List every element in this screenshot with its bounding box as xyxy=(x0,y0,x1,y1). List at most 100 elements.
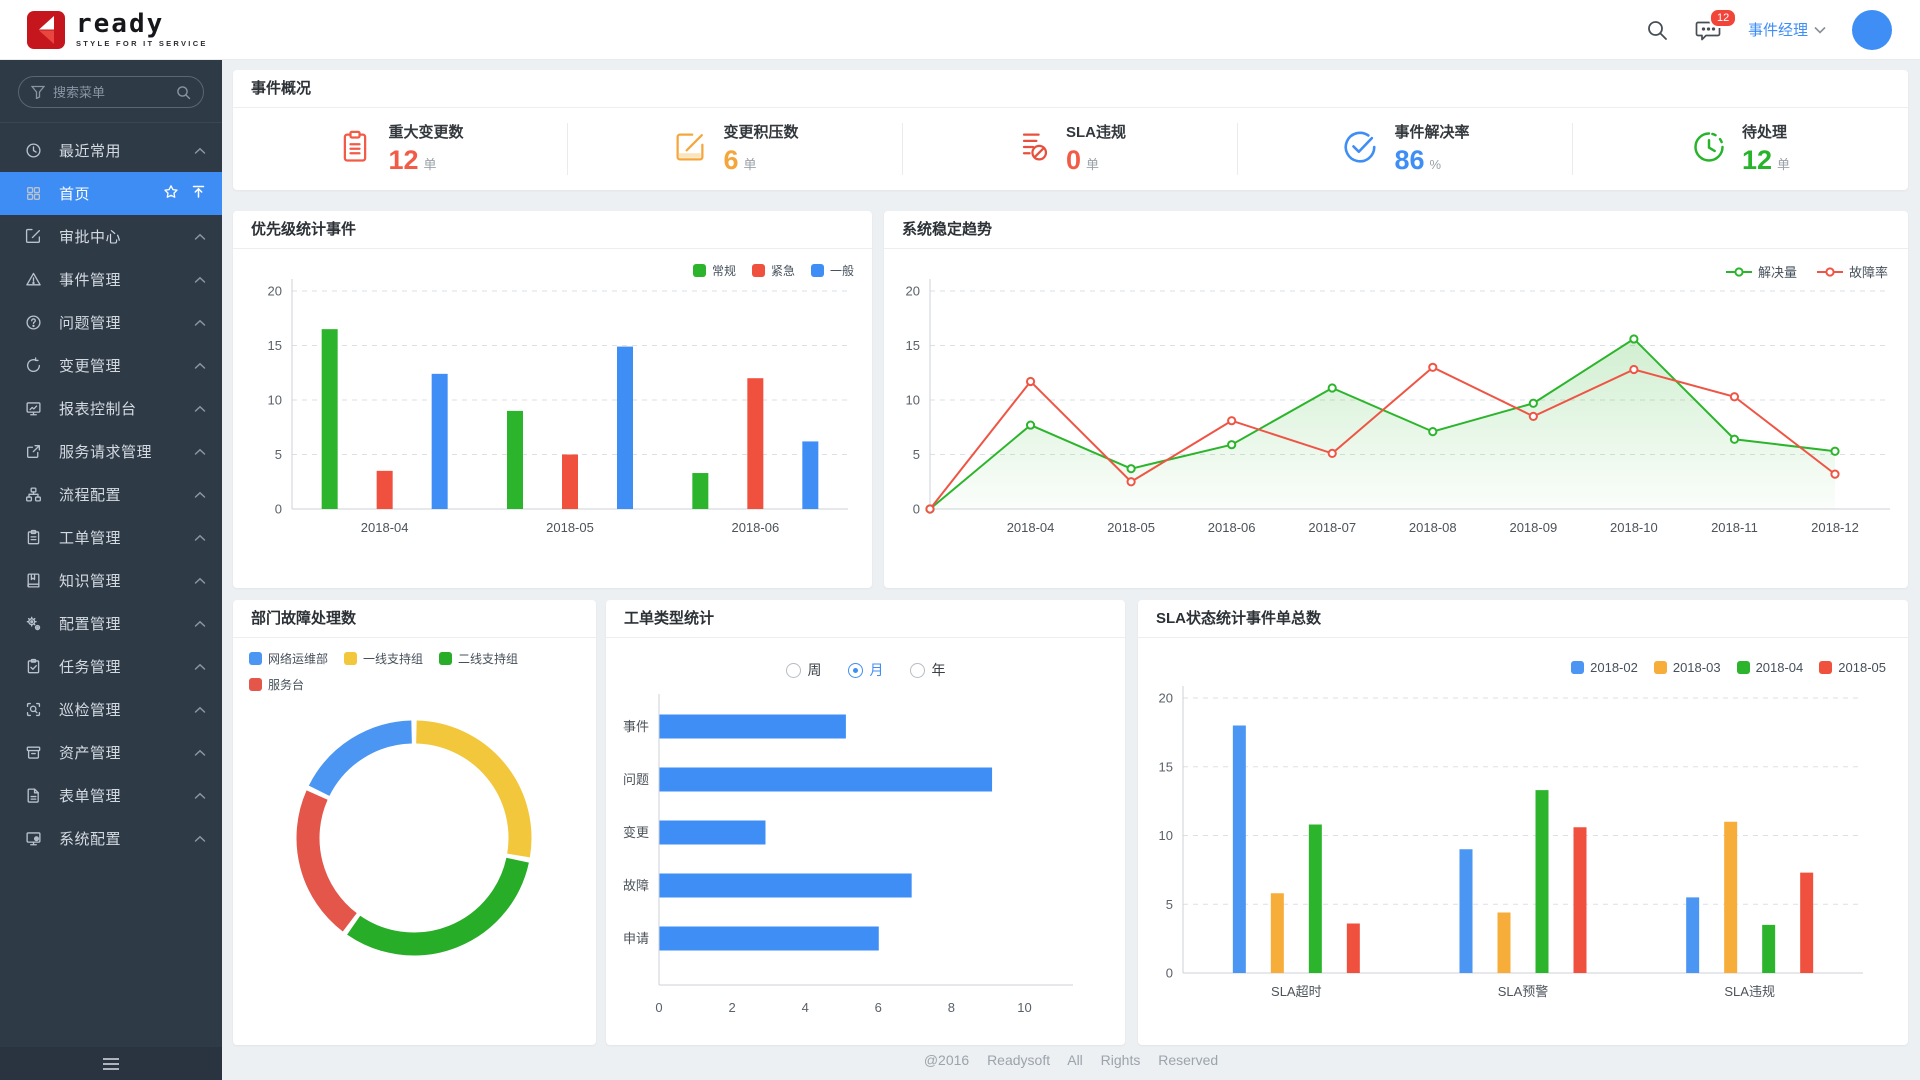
legend-item[interactable]: 一线支持组 xyxy=(344,650,423,667)
sidebar-item[interactable]: 工单管理 xyxy=(0,516,222,559)
grid-icon xyxy=(24,185,42,203)
clipboard-red-icon xyxy=(337,129,373,170)
app-logo: ready STYLE FOR IT SERVICE xyxy=(26,10,208,50)
svg-text:0: 0 xyxy=(275,502,282,517)
kpi-card: 变更积压数 6 单 xyxy=(568,108,903,190)
kpi-card: 事件解决率 86% xyxy=(1238,108,1573,190)
legend-swatch xyxy=(810,264,824,277)
sidebar-collapse-button[interactable] xyxy=(0,1047,222,1080)
legend-label: 网络运维部 xyxy=(268,652,329,666)
clipboard-icon xyxy=(24,529,42,547)
sidebar-item[interactable]: 表单管理 xyxy=(0,774,222,817)
sidebar-item[interactable]: 知识管理 xyxy=(0,559,222,602)
svg-text:8: 8 xyxy=(948,1000,955,1015)
top-header: ready STYLE FOR IT SERVICE 12 事件经理 xyxy=(0,0,1920,60)
sidebar-item[interactable]: 巡检管理 xyxy=(0,688,222,731)
stability-line-chart: 0 5 10 15 20 2018-04 2018-05 2018-06 2018-07 2018… xyxy=(906,279,1890,535)
legend-item[interactable]: 网络运维部 xyxy=(249,650,328,667)
period-radio-年[interactable]: 年 xyxy=(909,660,946,680)
svg-text:2018-04: 2018-04 xyxy=(1007,520,1055,535)
chevron-up-icon xyxy=(194,615,206,632)
search-input[interactable] xyxy=(53,84,168,100)
sidebar-item-label: 事件管理 xyxy=(59,272,122,289)
legend-item[interactable]: 2018-05 xyxy=(1819,660,1886,675)
sidebar-item[interactable]: 任务管理 xyxy=(0,645,222,688)
sidebar-item[interactable]: 最近常用 xyxy=(0,129,222,172)
sidebar-search[interactable] xyxy=(18,76,204,108)
legend-swatch xyxy=(1571,661,1585,674)
sidebar-item[interactable]: 服务请求管理 xyxy=(0,430,222,473)
legend-item[interactable]: 常规 xyxy=(692,262,736,279)
help-circle-icon xyxy=(24,314,42,332)
sync-icon xyxy=(24,357,42,375)
task-check-icon xyxy=(24,658,42,676)
kpi-unit: % xyxy=(1429,156,1442,172)
sidebar-item[interactable]: 报表控制台 xyxy=(0,387,222,430)
radio-label: 年 xyxy=(931,662,946,678)
notification-badge: 12 xyxy=(1708,7,1738,28)
legend-label: 二线支持组 xyxy=(458,652,519,666)
svg-text:5: 5 xyxy=(913,447,920,462)
search-icon[interactable] xyxy=(1645,18,1669,42)
kpi-unit: 单 xyxy=(1086,156,1100,172)
notifications-icon[interactable]: 12 xyxy=(1695,7,1738,43)
legend-item[interactable]: 2018-04 xyxy=(1736,660,1803,675)
sidebar-item[interactable]: 资产管理 xyxy=(0,731,222,774)
svg-text:15: 15 xyxy=(268,338,282,353)
kpi-label: 变更积压数 xyxy=(723,123,799,141)
period-radio-周[interactable]: 周 xyxy=(785,660,822,680)
legend-swatch xyxy=(344,652,358,665)
chevron-up-icon xyxy=(194,658,206,675)
sidebar-item[interactable]: 首页 xyxy=(0,172,222,215)
kpi-label: SLA违规 xyxy=(1065,123,1126,141)
sidebar-item[interactable]: 问题管理 xyxy=(0,301,222,344)
legend-item[interactable]: 一般 xyxy=(810,262,854,279)
avatar[interactable] xyxy=(1852,9,1892,50)
panel-title: 部门故障处理数 xyxy=(233,600,596,638)
sidebar-item[interactable]: 系统配置 xyxy=(0,817,222,860)
sidebar-item-label: 工单管理 xyxy=(59,530,122,547)
legend-item[interactable]: 解决量 xyxy=(1725,262,1797,281)
alert-triangle-icon xyxy=(24,271,42,289)
hamburger-icon xyxy=(103,1057,119,1070)
legend-label: 一般 xyxy=(829,264,854,278)
svg-text:10: 10 xyxy=(268,393,282,408)
line-marker-icon xyxy=(1816,266,1843,277)
sidebar-item[interactable]: 配置管理 xyxy=(0,602,222,645)
chevron-up-icon xyxy=(194,787,206,804)
chevron-up-icon xyxy=(194,142,206,159)
legend-item[interactable]: 2018-02 xyxy=(1571,660,1638,675)
svg-text:事件: 事件 xyxy=(623,719,649,734)
sidebar-item-label: 巡检管理 xyxy=(59,702,122,719)
sidebar-item[interactable]: 审批中心 xyxy=(0,215,222,258)
line-marker-icon xyxy=(1725,266,1752,277)
legend-item[interactable]: 紧急 xyxy=(751,262,795,279)
legend-item[interactable]: 故障率 xyxy=(1816,262,1888,281)
legend-item[interactable]: 2018-03 xyxy=(1653,660,1721,675)
svg-text:10: 10 xyxy=(1017,1000,1031,1015)
sidebar-item[interactable]: 流程配置 xyxy=(0,473,222,516)
sidebar-item-label: 任务管理 xyxy=(59,659,122,676)
chevron-up-icon xyxy=(194,357,206,374)
svg-text:问题: 问题 xyxy=(623,772,649,787)
panel-department-donut: 部门故障处理数 网络运维部 一线支持组 二线支持组服务台 xyxy=(233,600,596,1045)
svg-text:6: 6 xyxy=(875,1000,882,1015)
legend-item[interactable]: 服务台 xyxy=(249,676,304,693)
main-content: 事件概况 重大变更数 12 单变更积压数 6 单 SLA违规 0 单事件解决率 86% 待处理 12… xyxy=(222,60,1920,1080)
panel-stability-trend: 系统稳定趋势 解决量 故障率 0 5 10 15 20 2018-04 2018-05 2018… xyxy=(884,211,1908,588)
sidebar-item[interactable]: 事件管理 xyxy=(0,258,222,301)
panel-title: 系统稳定趋势 xyxy=(884,211,1908,249)
sla-bar-chart: 0 5 10 15 20 SLA超时 SLA预警 SLA违规 xyxy=(1159,686,1863,999)
svg-text:20: 20 xyxy=(1159,691,1173,706)
legend-item[interactable]: 二线支持组 xyxy=(439,650,518,667)
filter-icon xyxy=(31,85,45,99)
chart-legend: 2018-02 2018-03 2018-04 2018-05 xyxy=(1571,660,1886,675)
sidebar-item[interactable]: 变更管理 xyxy=(0,344,222,387)
favorite-star-icon[interactable] xyxy=(163,184,179,204)
kpi-unit: 单 xyxy=(1777,156,1791,172)
pin-top-icon[interactable] xyxy=(191,184,206,203)
sidebar-item-label: 系统配置 xyxy=(59,831,122,848)
period-radio-月[interactable]: 月 xyxy=(847,660,884,680)
user-menu[interactable]: 事件经理 xyxy=(1748,19,1826,40)
legend-label: 2018-03 xyxy=(1672,660,1721,675)
